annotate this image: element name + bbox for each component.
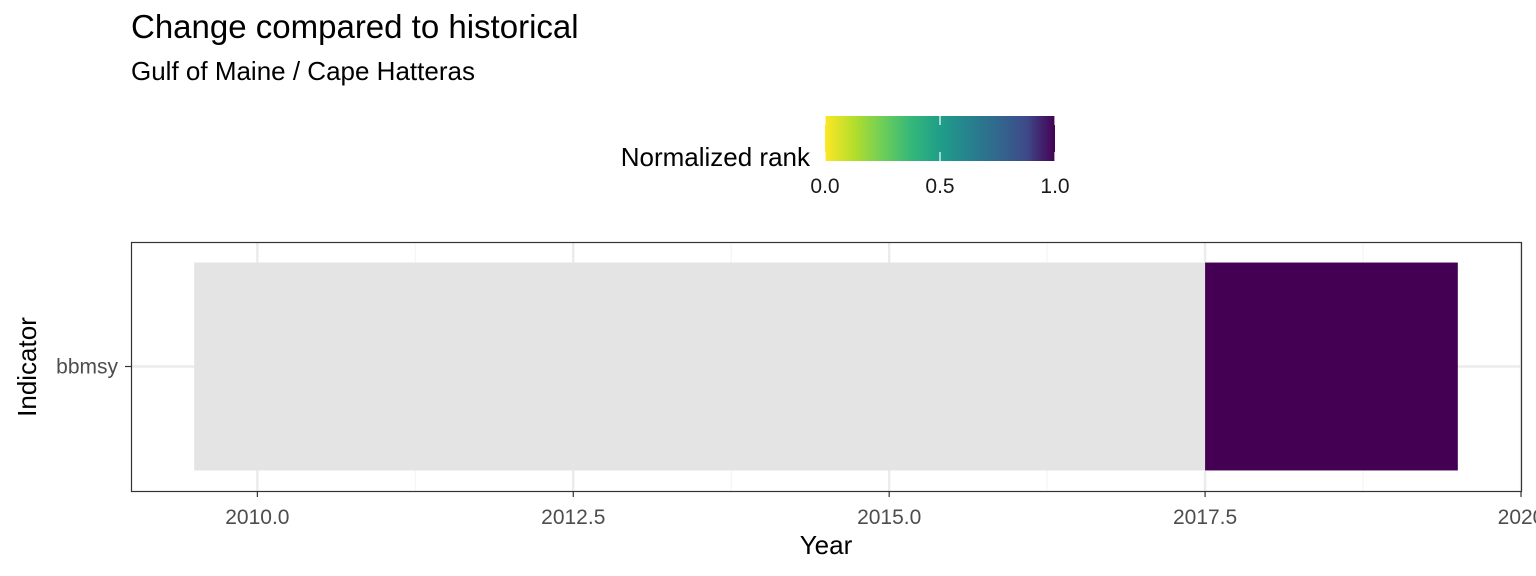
legend: Normalized rank 0.0 0.5 1.0 [621, 116, 1070, 198]
plot-panel [130, 241, 1523, 493]
heatmap-tiles [194, 262, 1458, 471]
x-tick-label: 2010.0 [225, 506, 289, 529]
legend-tick-label: 0.0 [810, 175, 839, 198]
x-tick-label: 2020 [1498, 506, 1536, 529]
legend-title: Normalized rank [621, 142, 811, 172]
legend-ticks: 0.0 0.5 1.0 [810, 116, 1070, 198]
legend-tick-label: 0.5 [925, 175, 954, 198]
y-axis: bbmsy [56, 356, 131, 379]
x-tick-label: 2017.5 [1173, 506, 1237, 529]
chart-subtitle: Gulf of Maine / Cape Hatteras [131, 56, 475, 86]
chart-title: Change compared to historical [131, 8, 579, 45]
y-axis-title: Indicator [12, 317, 42, 417]
panel-border [130, 241, 1523, 493]
tile-historical [194, 262, 1206, 471]
x-axis-title: Year [800, 530, 853, 560]
legend-tick-label: 1.0 [1040, 175, 1069, 198]
y-tick-label: bbmsy [56, 356, 118, 379]
tile-value [1205, 262, 1458, 471]
x-axis: 2010.0 2012.5 2015.0 2017.5 2020 [225, 491, 1536, 529]
x-tick-label: 2015.0 [857, 506, 921, 529]
x-tick-label: 2012.5 [541, 506, 605, 529]
